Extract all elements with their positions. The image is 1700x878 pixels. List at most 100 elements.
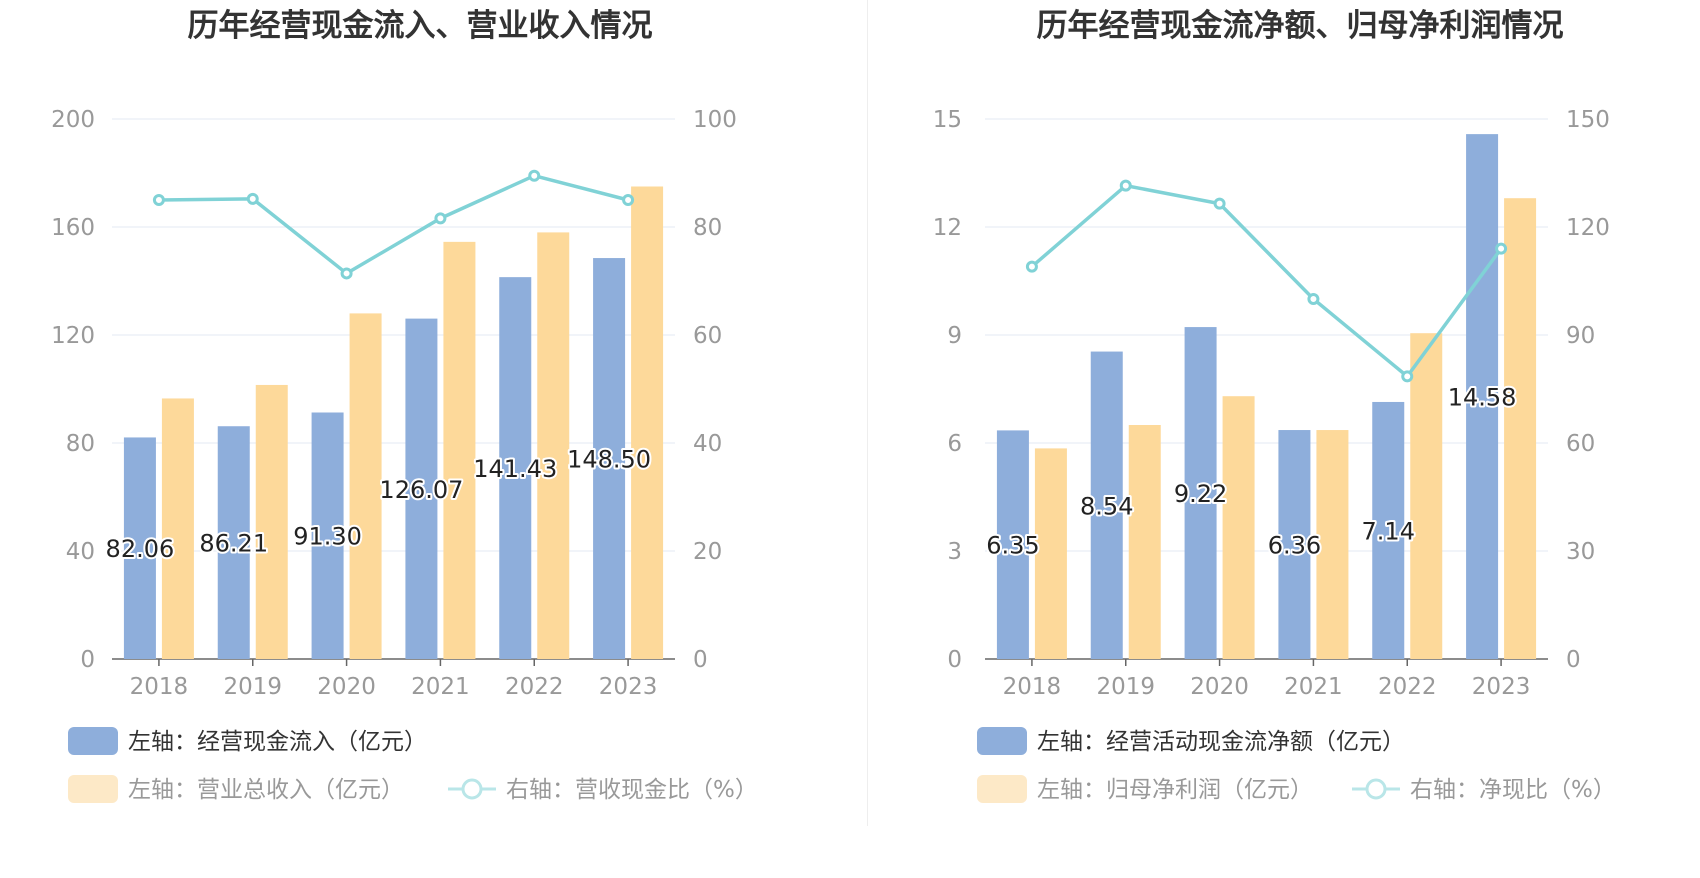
line-point bbox=[434, 212, 447, 225]
data-label: 126.07 bbox=[379, 476, 463, 504]
line-point bbox=[1307, 293, 1320, 305]
line-point bbox=[528, 169, 541, 182]
y-tick-label-right: 0 bbox=[693, 647, 708, 673]
data-label: 9.22 bbox=[1174, 480, 1227, 508]
y-tick-label-right: 120 bbox=[1566, 215, 1610, 241]
line-point bbox=[1401, 370, 1414, 383]
legend-swatch-secondary bbox=[977, 775, 1027, 803]
y-tick-label-left: 12 bbox=[933, 215, 962, 241]
y-tick-label-left: 80 bbox=[66, 431, 95, 457]
bar-primary bbox=[593, 258, 626, 659]
x-tick-label: 2019 bbox=[1096, 674, 1155, 700]
bar-primary bbox=[996, 430, 1029, 659]
line-point bbox=[1119, 179, 1132, 192]
line-point bbox=[340, 267, 353, 280]
bar-primary bbox=[1090, 351, 1123, 659]
line-point bbox=[246, 192, 259, 205]
data-label: 14.58 bbox=[1448, 384, 1517, 412]
bar-secondary bbox=[443, 241, 476, 659]
bar-secondary bbox=[1410, 333, 1443, 659]
legend-label-secondary: 左轴：归母净利润（亿元） bbox=[1037, 777, 1313, 803]
y-tick-label-left: 0 bbox=[947, 647, 962, 673]
bar-primary bbox=[1278, 430, 1311, 659]
legend-swatch-primary bbox=[68, 727, 118, 755]
data-label: 82.06 bbox=[106, 535, 175, 563]
y-tick-label-left: 3 bbox=[947, 539, 962, 565]
y-tick-label-right: 80 bbox=[693, 215, 722, 241]
line-point bbox=[1495, 242, 1508, 255]
x-tick-label: 2021 bbox=[411, 674, 470, 700]
x-tick-label: 2018 bbox=[1003, 674, 1062, 700]
data-label: 6.35 bbox=[986, 532, 1039, 560]
x-tick-label: 2023 bbox=[1472, 674, 1531, 700]
bar-secondary bbox=[349, 313, 382, 659]
data-label: 141.43 bbox=[473, 455, 557, 483]
bar-primary bbox=[499, 277, 532, 659]
legend-swatch-primary bbox=[977, 727, 1027, 755]
line-point bbox=[1025, 260, 1038, 273]
chart-2: 历年经营现金流净额、归母净利润情况03691215030609012015020… bbox=[933, 8, 1616, 803]
data-label: 8.54 bbox=[1080, 492, 1133, 520]
bar-secondary bbox=[537, 232, 570, 659]
x-tick-label: 2020 bbox=[1190, 674, 1249, 700]
bar-secondary bbox=[1034, 448, 1067, 659]
legend-label-secondary: 左轴：营业总收入（亿元） bbox=[128, 777, 404, 803]
y-tick-label-left: 15 bbox=[933, 107, 962, 133]
y-tick-label-right: 20 bbox=[693, 539, 722, 565]
y-tick-label-right: 60 bbox=[693, 323, 722, 349]
y-tick-label-right: 40 bbox=[693, 431, 722, 457]
legend-swatch-line-marker bbox=[1365, 778, 1387, 800]
y-tick-label-left: 160 bbox=[51, 215, 95, 241]
data-label: 148.50 bbox=[567, 446, 651, 474]
line-series bbox=[158, 173, 629, 276]
bar-secondary bbox=[1128, 425, 1161, 659]
y-tick-label-right: 60 bbox=[1566, 431, 1595, 457]
bar-secondary bbox=[1316, 430, 1349, 659]
bar-primary bbox=[405, 318, 438, 659]
line-point bbox=[622, 194, 635, 206]
y-tick-label-left: 9 bbox=[947, 323, 962, 349]
bar-secondary bbox=[161, 398, 194, 659]
y-tick-label-left: 0 bbox=[80, 647, 95, 673]
chart-title: 历年经营现金流净额、归母净利润情况 bbox=[1037, 8, 1564, 44]
legend-label-primary: 左轴：经营现金流入（亿元） bbox=[128, 729, 427, 755]
bar-primary bbox=[1372, 401, 1405, 659]
line-point bbox=[152, 194, 165, 206]
bar-secondary bbox=[631, 186, 664, 659]
y-tick-label-right: 150 bbox=[1566, 107, 1610, 133]
x-tick-label: 2023 bbox=[599, 674, 658, 700]
bar-primary bbox=[1184, 327, 1217, 659]
chart-title: 历年经营现金流入、营业收入情况 bbox=[188, 8, 653, 44]
panel-divider bbox=[867, 0, 868, 826]
data-label: 7.14 bbox=[1362, 517, 1415, 545]
legend-swatch-line-marker bbox=[461, 778, 483, 800]
bar-primary bbox=[217, 426, 250, 659]
bar-primary bbox=[123, 437, 156, 659]
x-tick-label: 2019 bbox=[223, 674, 282, 700]
data-label: 6.36 bbox=[1268, 532, 1321, 560]
bar-secondary bbox=[1504, 198, 1537, 659]
line-point bbox=[1213, 197, 1226, 210]
legend-swatch-secondary bbox=[68, 775, 118, 803]
x-tick-label: 2022 bbox=[1378, 674, 1437, 700]
bar-primary bbox=[1466, 134, 1499, 659]
bar-secondary bbox=[1222, 396, 1255, 659]
y-tick-label-left: 40 bbox=[66, 539, 95, 565]
x-tick-label: 2022 bbox=[505, 674, 564, 700]
bar-secondary bbox=[255, 384, 288, 659]
y-tick-label-right: 90 bbox=[1566, 323, 1595, 349]
chart-1: 历年经营现金流入、营业收入情况 0 40 80 120 160 200 0 20 40 60 80 10… bbox=[51, 8, 758, 803]
y-tick-label-left: 120 bbox=[51, 323, 95, 349]
y-tick-label-left: 200 bbox=[51, 107, 95, 133]
x-tick-label: 2021 bbox=[1284, 674, 1343, 700]
y-tick-label-right: 30 bbox=[1566, 539, 1595, 565]
bar-primary bbox=[311, 412, 344, 659]
legend-label-primary: 左轴：经营活动现金流净额（亿元） bbox=[1037, 729, 1405, 755]
data-label: 86.21 bbox=[199, 530, 268, 558]
y-tick-label-right: 100 bbox=[693, 107, 737, 133]
legend-label-line: 右轴：净现比（%） bbox=[1410, 777, 1616, 803]
line-series bbox=[1030, 183, 1503, 379]
x-tick-label: 2018 bbox=[130, 674, 189, 700]
